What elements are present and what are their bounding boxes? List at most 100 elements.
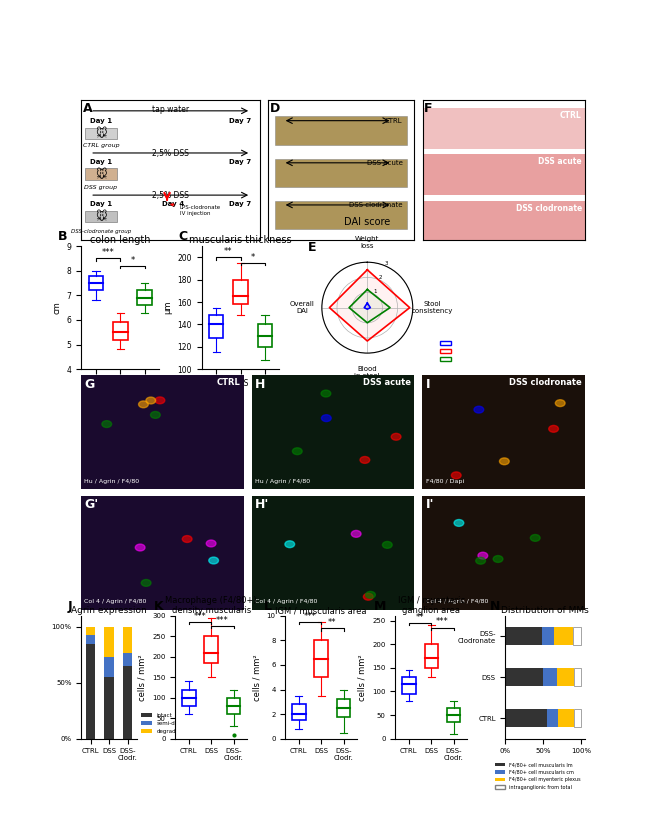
- Text: CTRL: CTRL: [560, 111, 582, 120]
- Circle shape: [469, 449, 479, 456]
- Y-axis label: cells / mm²: cells / mm²: [358, 654, 367, 701]
- Circle shape: [477, 507, 487, 514]
- Title: IGM / myenteric
ganglion area: IGM / myenteric ganglion area: [398, 596, 465, 615]
- Y-axis label: cm: cm: [52, 301, 61, 314]
- Circle shape: [441, 540, 450, 547]
- Bar: [105, 627, 114, 657]
- Bar: [574, 709, 581, 727]
- Text: CTRL group: CTRL group: [83, 143, 119, 148]
- Title: Macrophage (F4/80+)
density muscularis: Macrophage (F4/80+) density muscularis: [165, 596, 257, 615]
- Text: E: E: [308, 242, 317, 254]
- Text: LPS-clodronate
IV injection: LPS-clodronate IV injection: [171, 203, 221, 216]
- Text: 2,5% DSS: 2,5% DSS: [152, 149, 189, 158]
- Text: **: **: [416, 613, 424, 622]
- Circle shape: [196, 542, 206, 549]
- Bar: [233, 280, 248, 305]
- Text: L: L: [264, 599, 272, 613]
- Bar: [86, 635, 95, 644]
- Bar: [84, 128, 117, 139]
- Bar: [257, 325, 272, 347]
- Text: **: **: [328, 618, 337, 627]
- Text: tap water: tap water: [152, 105, 189, 115]
- Circle shape: [95, 576, 105, 583]
- Bar: [506, 627, 542, 646]
- Circle shape: [210, 418, 220, 425]
- Bar: [424, 644, 438, 668]
- Legend: CTRL, DSS, DSS Clodronate: CTRL, DSS, DSS Clodronate: [437, 339, 501, 364]
- Bar: [227, 698, 240, 714]
- Title: colon length: colon length: [90, 236, 150, 246]
- Text: ***: ***: [436, 618, 448, 627]
- Bar: [573, 627, 581, 646]
- Text: CTRL: CTRL: [216, 378, 240, 387]
- Bar: [86, 644, 95, 739]
- Text: H: H: [255, 378, 265, 391]
- Text: CTRL: CTRL: [385, 118, 403, 124]
- Text: 🐭: 🐭: [95, 168, 107, 180]
- Y-axis label: µm: µm: [162, 301, 172, 315]
- Circle shape: [171, 530, 181, 537]
- Bar: [315, 641, 328, 677]
- Text: Day 1: Day 1: [90, 159, 112, 164]
- Text: ***: ***: [194, 612, 206, 621]
- Text: Hu / Agrin / F4/80: Hu / Agrin / F4/80: [255, 479, 310, 484]
- Circle shape: [523, 525, 533, 532]
- Polygon shape: [330, 270, 410, 341]
- Text: Day 1: Day 1: [90, 201, 112, 207]
- Text: Hu / Agrin / F4/80: Hu / Agrin / F4/80: [84, 479, 140, 484]
- Text: M: M: [374, 599, 386, 613]
- Text: I: I: [426, 378, 430, 391]
- Title: IGM / muscularis area: IGM / muscularis area: [276, 606, 367, 615]
- Bar: [105, 657, 114, 677]
- Bar: [506, 709, 547, 727]
- Circle shape: [484, 391, 493, 398]
- Text: DSS acute: DSS acute: [367, 160, 403, 166]
- Circle shape: [549, 455, 558, 461]
- Bar: [84, 211, 117, 222]
- Bar: [276, 116, 407, 144]
- Text: G: G: [84, 378, 95, 391]
- Bar: [447, 708, 460, 722]
- Bar: [292, 705, 306, 720]
- Title: muscularis thickness: muscularis thickness: [189, 236, 292, 246]
- Text: G': G': [84, 498, 99, 510]
- Circle shape: [274, 457, 284, 465]
- Bar: [542, 627, 554, 646]
- Bar: [88, 276, 103, 290]
- Circle shape: [315, 528, 324, 535]
- Bar: [547, 709, 558, 727]
- Text: Col 4 / Agrin / F4/80: Col 4 / Agrin / F4/80: [84, 599, 147, 604]
- Bar: [205, 637, 218, 663]
- Bar: [558, 709, 574, 727]
- Circle shape: [192, 512, 202, 520]
- Text: 🐭: 🐭: [95, 128, 107, 139]
- Circle shape: [438, 588, 448, 594]
- Bar: [574, 668, 581, 686]
- Bar: [182, 690, 196, 706]
- Text: ***: ***: [216, 616, 229, 625]
- Bar: [105, 677, 114, 739]
- Polygon shape: [364, 303, 370, 309]
- Text: Day 7: Day 7: [229, 159, 251, 164]
- Circle shape: [137, 458, 147, 465]
- Bar: [86, 627, 95, 635]
- Bar: [137, 290, 152, 305]
- Text: DSS clodronate: DSS clodronate: [349, 203, 403, 208]
- Bar: [554, 627, 573, 646]
- Text: DSS acute: DSS acute: [538, 157, 582, 166]
- Text: N: N: [489, 599, 500, 613]
- Text: DSS group: DSS group: [84, 185, 118, 190]
- Y-axis label: cells / mm²: cells / mm²: [138, 654, 147, 701]
- Text: DSS clodronate: DSS clodronate: [509, 378, 582, 387]
- Text: F: F: [424, 102, 433, 115]
- Text: ] **: ] **: [549, 395, 561, 402]
- Bar: [123, 652, 132, 666]
- Legend: intact, semi-degraded, degraded: intact, semi-degraded, degraded: [139, 711, 201, 736]
- Text: Day 7: Day 7: [229, 201, 251, 207]
- Text: ***: ***: [304, 612, 317, 621]
- Circle shape: [441, 464, 450, 471]
- Text: DSS acute: DSS acute: [363, 378, 411, 387]
- Polygon shape: [349, 290, 390, 323]
- Circle shape: [140, 422, 150, 428]
- Circle shape: [347, 471, 357, 477]
